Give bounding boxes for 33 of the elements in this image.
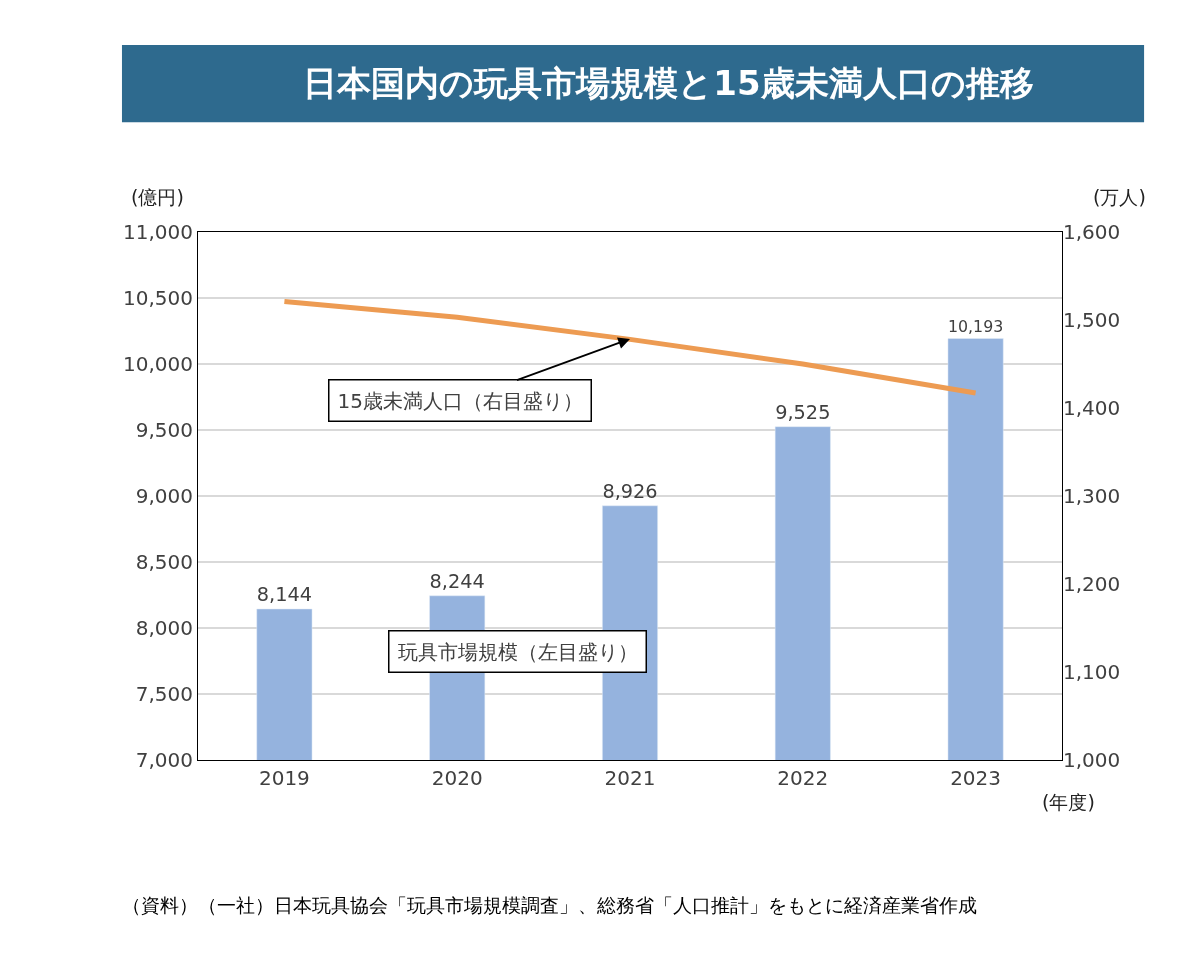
x-tick-label: 2020 <box>431 766 483 790</box>
y2-tick-label: 1,300 <box>1063 484 1121 508</box>
data-label: 8,244 <box>429 569 485 593</box>
y-tick-label: 10,000 <box>123 352 193 376</box>
y-tick-label: 8,000 <box>135 616 193 640</box>
x-tick-label: 2021 <box>604 766 656 790</box>
y2-tick-label: 1,400 <box>1063 396 1121 420</box>
y2-tick-label: 1,200 <box>1063 572 1121 596</box>
chart-title: 日本国内の玩具市場規模と15歳未満人口の推移 <box>303 62 1034 103</box>
annotation: 15歳未満人口（右目盛り） <box>337 388 583 413</box>
x-axis-title: (年度) <box>1042 791 1095 813</box>
data-label: 8,144 <box>256 583 313 607</box>
text: （資料）（一社）日本玩具協会「玩具市場規模調査」、総務省「人口推計」をもとに経済産業省作成 <box>122 894 977 916</box>
y2-tick-label: 1,600 <box>1063 220 1121 244</box>
y2-axis-title: (万人) <box>1093 186 1146 208</box>
y-tick-label: 11,000 <box>123 220 193 244</box>
data-label: 10,193 <box>947 316 1004 336</box>
y2-tick-label: 1,500 <box>1063 308 1121 332</box>
x-tick-label: 2023 <box>950 766 1002 790</box>
y-tick-label: 9,000 <box>135 484 193 508</box>
y2-tick-label: 1,100 <box>1063 660 1121 684</box>
data-label: 8,926 <box>602 479 658 503</box>
data-label: 9,525 <box>775 400 831 424</box>
y2-tick-label: 1,000 <box>1063 748 1121 772</box>
annotation: 玩具市場規模（左目盛り） <box>397 639 638 664</box>
y-tick-label: 9,500 <box>135 418 193 442</box>
y-axis-title: (億円) <box>131 186 184 208</box>
x-tick-label: 2019 <box>258 766 310 790</box>
y-tick-label: 10,500 <box>123 286 193 310</box>
x-tick-label: 2022 <box>777 766 829 790</box>
y-tick-label: 7,000 <box>135 748 193 772</box>
y-tick-label: 8,500 <box>135 550 193 574</box>
y-tick-label: 7,500 <box>135 682 193 706</box>
